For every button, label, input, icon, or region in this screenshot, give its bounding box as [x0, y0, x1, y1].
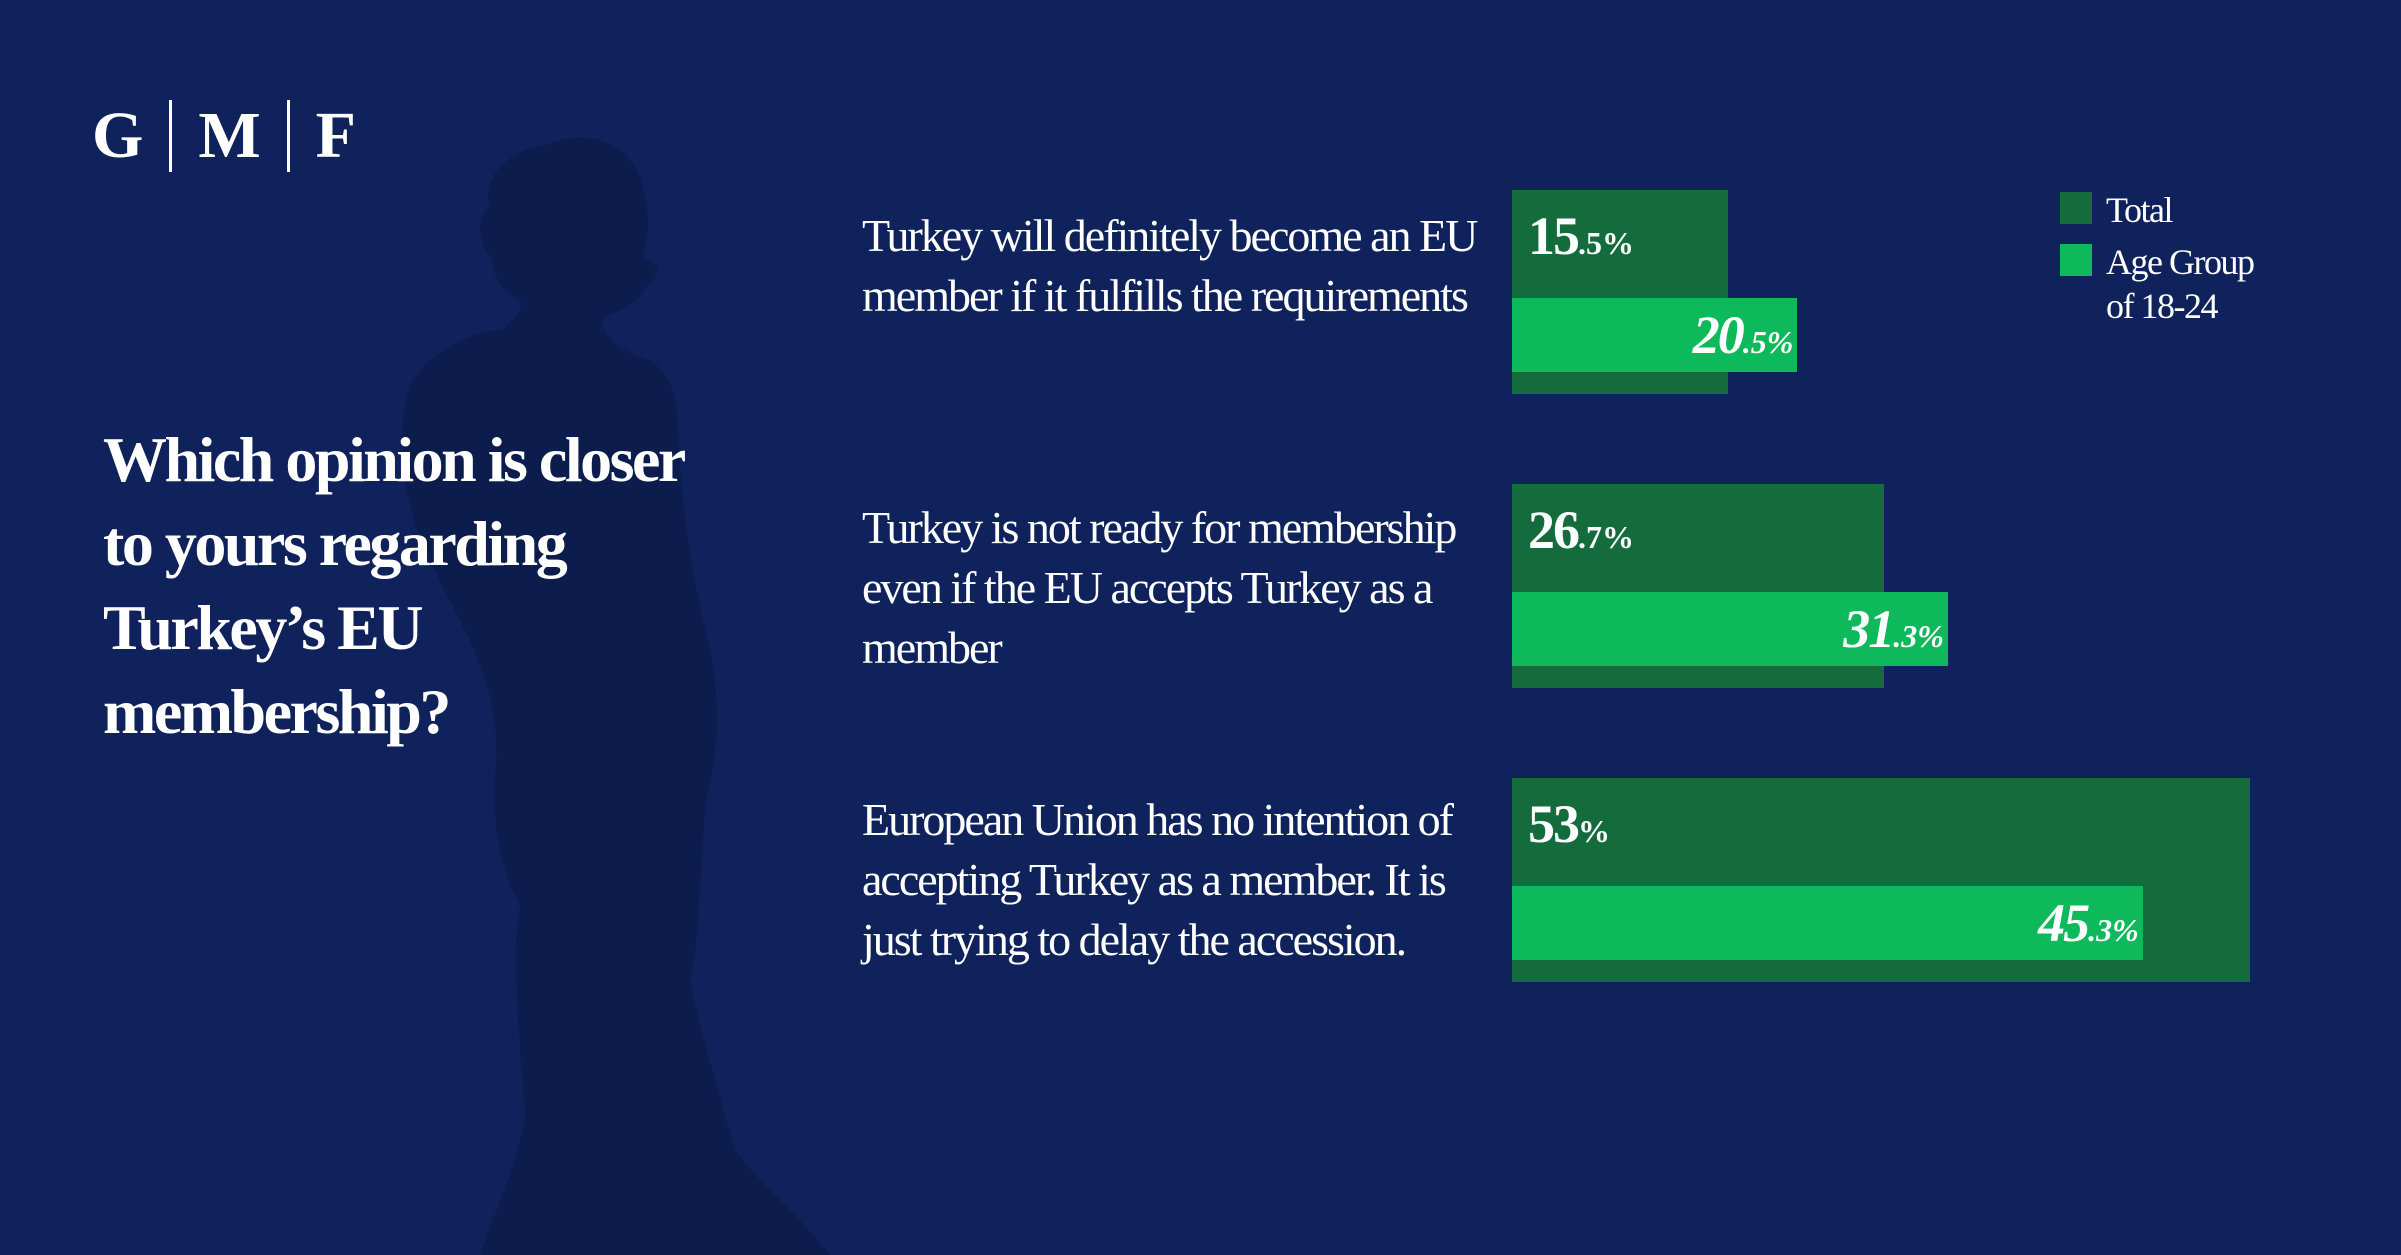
bar-age-group: [1512, 298, 1798, 372]
gmf-logo: G M F: [92, 96, 356, 176]
logo-letter: G: [92, 99, 144, 172]
bar-age-group: [1512, 886, 2143, 960]
value-number: 20: [1692, 305, 1745, 365]
value-number: 45: [2038, 893, 2090, 953]
category-label: Turkey is not ready for membership even …: [862, 502, 1457, 673]
category-label: European Union has no intention of accep…: [862, 794, 1454, 965]
value-number: 26: [1528, 500, 1580, 560]
legend-label: Total: [2106, 190, 2173, 230]
value-label-age-group: 31.3%: [1843, 597, 1944, 668]
value-unit: .7%: [1578, 519, 1634, 555]
legend-item-total: Total: [2060, 188, 2276, 232]
value-unit: %: [1578, 813, 1610, 849]
logo-divider: [169, 100, 173, 172]
value-label-age-group: 45.3%: [2038, 891, 2139, 962]
value-number: 15: [1528, 206, 1580, 266]
bar-age-group: [1512, 592, 1948, 666]
logo-letter: F: [315, 99, 356, 172]
value-number: 31: [1843, 599, 1895, 659]
logo-divider: [286, 100, 290, 172]
category-label: Turkey will definitely become an EU memb…: [862, 210, 1478, 321]
logo-letter: M: [198, 99, 261, 172]
legend-label: Age Group of 18-24: [2106, 242, 2255, 326]
value-unit: .5%: [1742, 324, 1794, 360]
value-unit: .5%: [1578, 225, 1634, 261]
legend-swatch-total: [2060, 192, 2092, 224]
value-unit: .3%: [2088, 912, 2139, 948]
value-label-total: 26.7%: [1528, 498, 1634, 569]
legend-swatch-age-group: [2060, 244, 2092, 276]
chart-title: Which opinion is closer to yours regardi…: [103, 424, 685, 747]
legend-item-age-group: Age Group of 18-24: [2060, 240, 2276, 328]
value-unit: .3%: [1893, 618, 1944, 654]
value-label-total: 15.5%: [1528, 204, 1634, 275]
value-label-age-group: 20.5%: [1693, 303, 1794, 374]
value-number: 53: [1528, 794, 1580, 854]
value-label-total: 53%: [1528, 792, 1610, 863]
legend: Total Age Group of 18-24: [2060, 188, 2276, 336]
